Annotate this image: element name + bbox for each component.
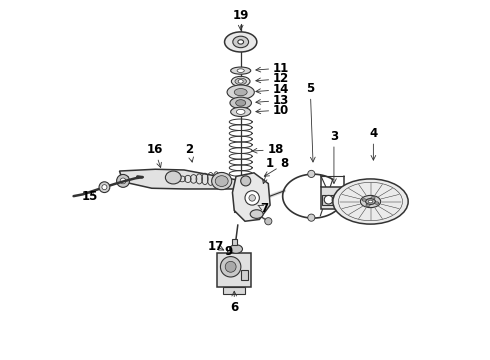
Ellipse shape <box>250 210 263 219</box>
Ellipse shape <box>246 184 253 190</box>
Ellipse shape <box>241 176 251 186</box>
Text: 7: 7 <box>258 202 269 215</box>
Text: 13: 13 <box>256 94 289 107</box>
Ellipse shape <box>238 80 243 83</box>
Polygon shape <box>120 169 247 189</box>
Ellipse shape <box>215 176 228 186</box>
Ellipse shape <box>324 195 333 204</box>
Bar <box>217 253 251 287</box>
Ellipse shape <box>366 199 375 204</box>
Ellipse shape <box>117 175 129 187</box>
Bar <box>241 270 247 280</box>
Text: 6: 6 <box>230 291 238 314</box>
Ellipse shape <box>120 178 126 184</box>
Bar <box>232 239 238 245</box>
Ellipse shape <box>308 170 315 177</box>
Ellipse shape <box>234 89 247 96</box>
Text: 9: 9 <box>225 245 233 258</box>
Ellipse shape <box>224 32 257 52</box>
Text: 11: 11 <box>256 62 289 75</box>
Text: 19: 19 <box>233 9 249 30</box>
Ellipse shape <box>231 76 250 86</box>
Bar <box>234 202 248 212</box>
Bar <box>237 178 245 203</box>
Ellipse shape <box>333 179 408 224</box>
Text: 14: 14 <box>256 83 289 96</box>
Ellipse shape <box>231 107 251 117</box>
Text: 10: 10 <box>256 104 289 117</box>
Ellipse shape <box>227 85 254 99</box>
Ellipse shape <box>102 185 107 190</box>
Ellipse shape <box>99 182 110 193</box>
Bar <box>321 187 344 209</box>
Ellipse shape <box>308 214 315 221</box>
Ellipse shape <box>249 195 255 201</box>
Bar <box>223 287 245 293</box>
Ellipse shape <box>245 191 259 205</box>
Ellipse shape <box>231 67 251 74</box>
Ellipse shape <box>230 245 243 253</box>
Text: 8: 8 <box>264 157 289 176</box>
Ellipse shape <box>233 36 248 48</box>
Ellipse shape <box>236 109 245 114</box>
Ellipse shape <box>368 200 373 203</box>
Polygon shape <box>232 173 270 221</box>
Ellipse shape <box>235 78 246 85</box>
Text: 5: 5 <box>306 82 315 162</box>
Ellipse shape <box>360 195 381 208</box>
Ellipse shape <box>220 257 241 277</box>
Ellipse shape <box>362 199 367 201</box>
Ellipse shape <box>375 202 379 204</box>
Ellipse shape <box>236 100 245 106</box>
Text: 18: 18 <box>252 143 284 156</box>
Bar <box>322 195 340 205</box>
Ellipse shape <box>212 172 232 190</box>
Text: 2: 2 <box>185 143 194 162</box>
Ellipse shape <box>371 197 375 199</box>
Ellipse shape <box>366 204 370 207</box>
Text: 17: 17 <box>208 240 224 253</box>
Ellipse shape <box>332 195 341 204</box>
Text: 4: 4 <box>369 127 377 160</box>
Ellipse shape <box>265 218 272 225</box>
Text: 3: 3 <box>330 130 338 184</box>
Ellipse shape <box>238 40 244 44</box>
Ellipse shape <box>166 171 181 184</box>
Text: 15: 15 <box>82 190 98 203</box>
Text: 16: 16 <box>147 143 163 167</box>
Text: 1: 1 <box>263 157 273 184</box>
Text: 12: 12 <box>256 72 289 85</box>
Ellipse shape <box>237 69 245 72</box>
Ellipse shape <box>225 261 236 272</box>
Ellipse shape <box>230 97 251 109</box>
